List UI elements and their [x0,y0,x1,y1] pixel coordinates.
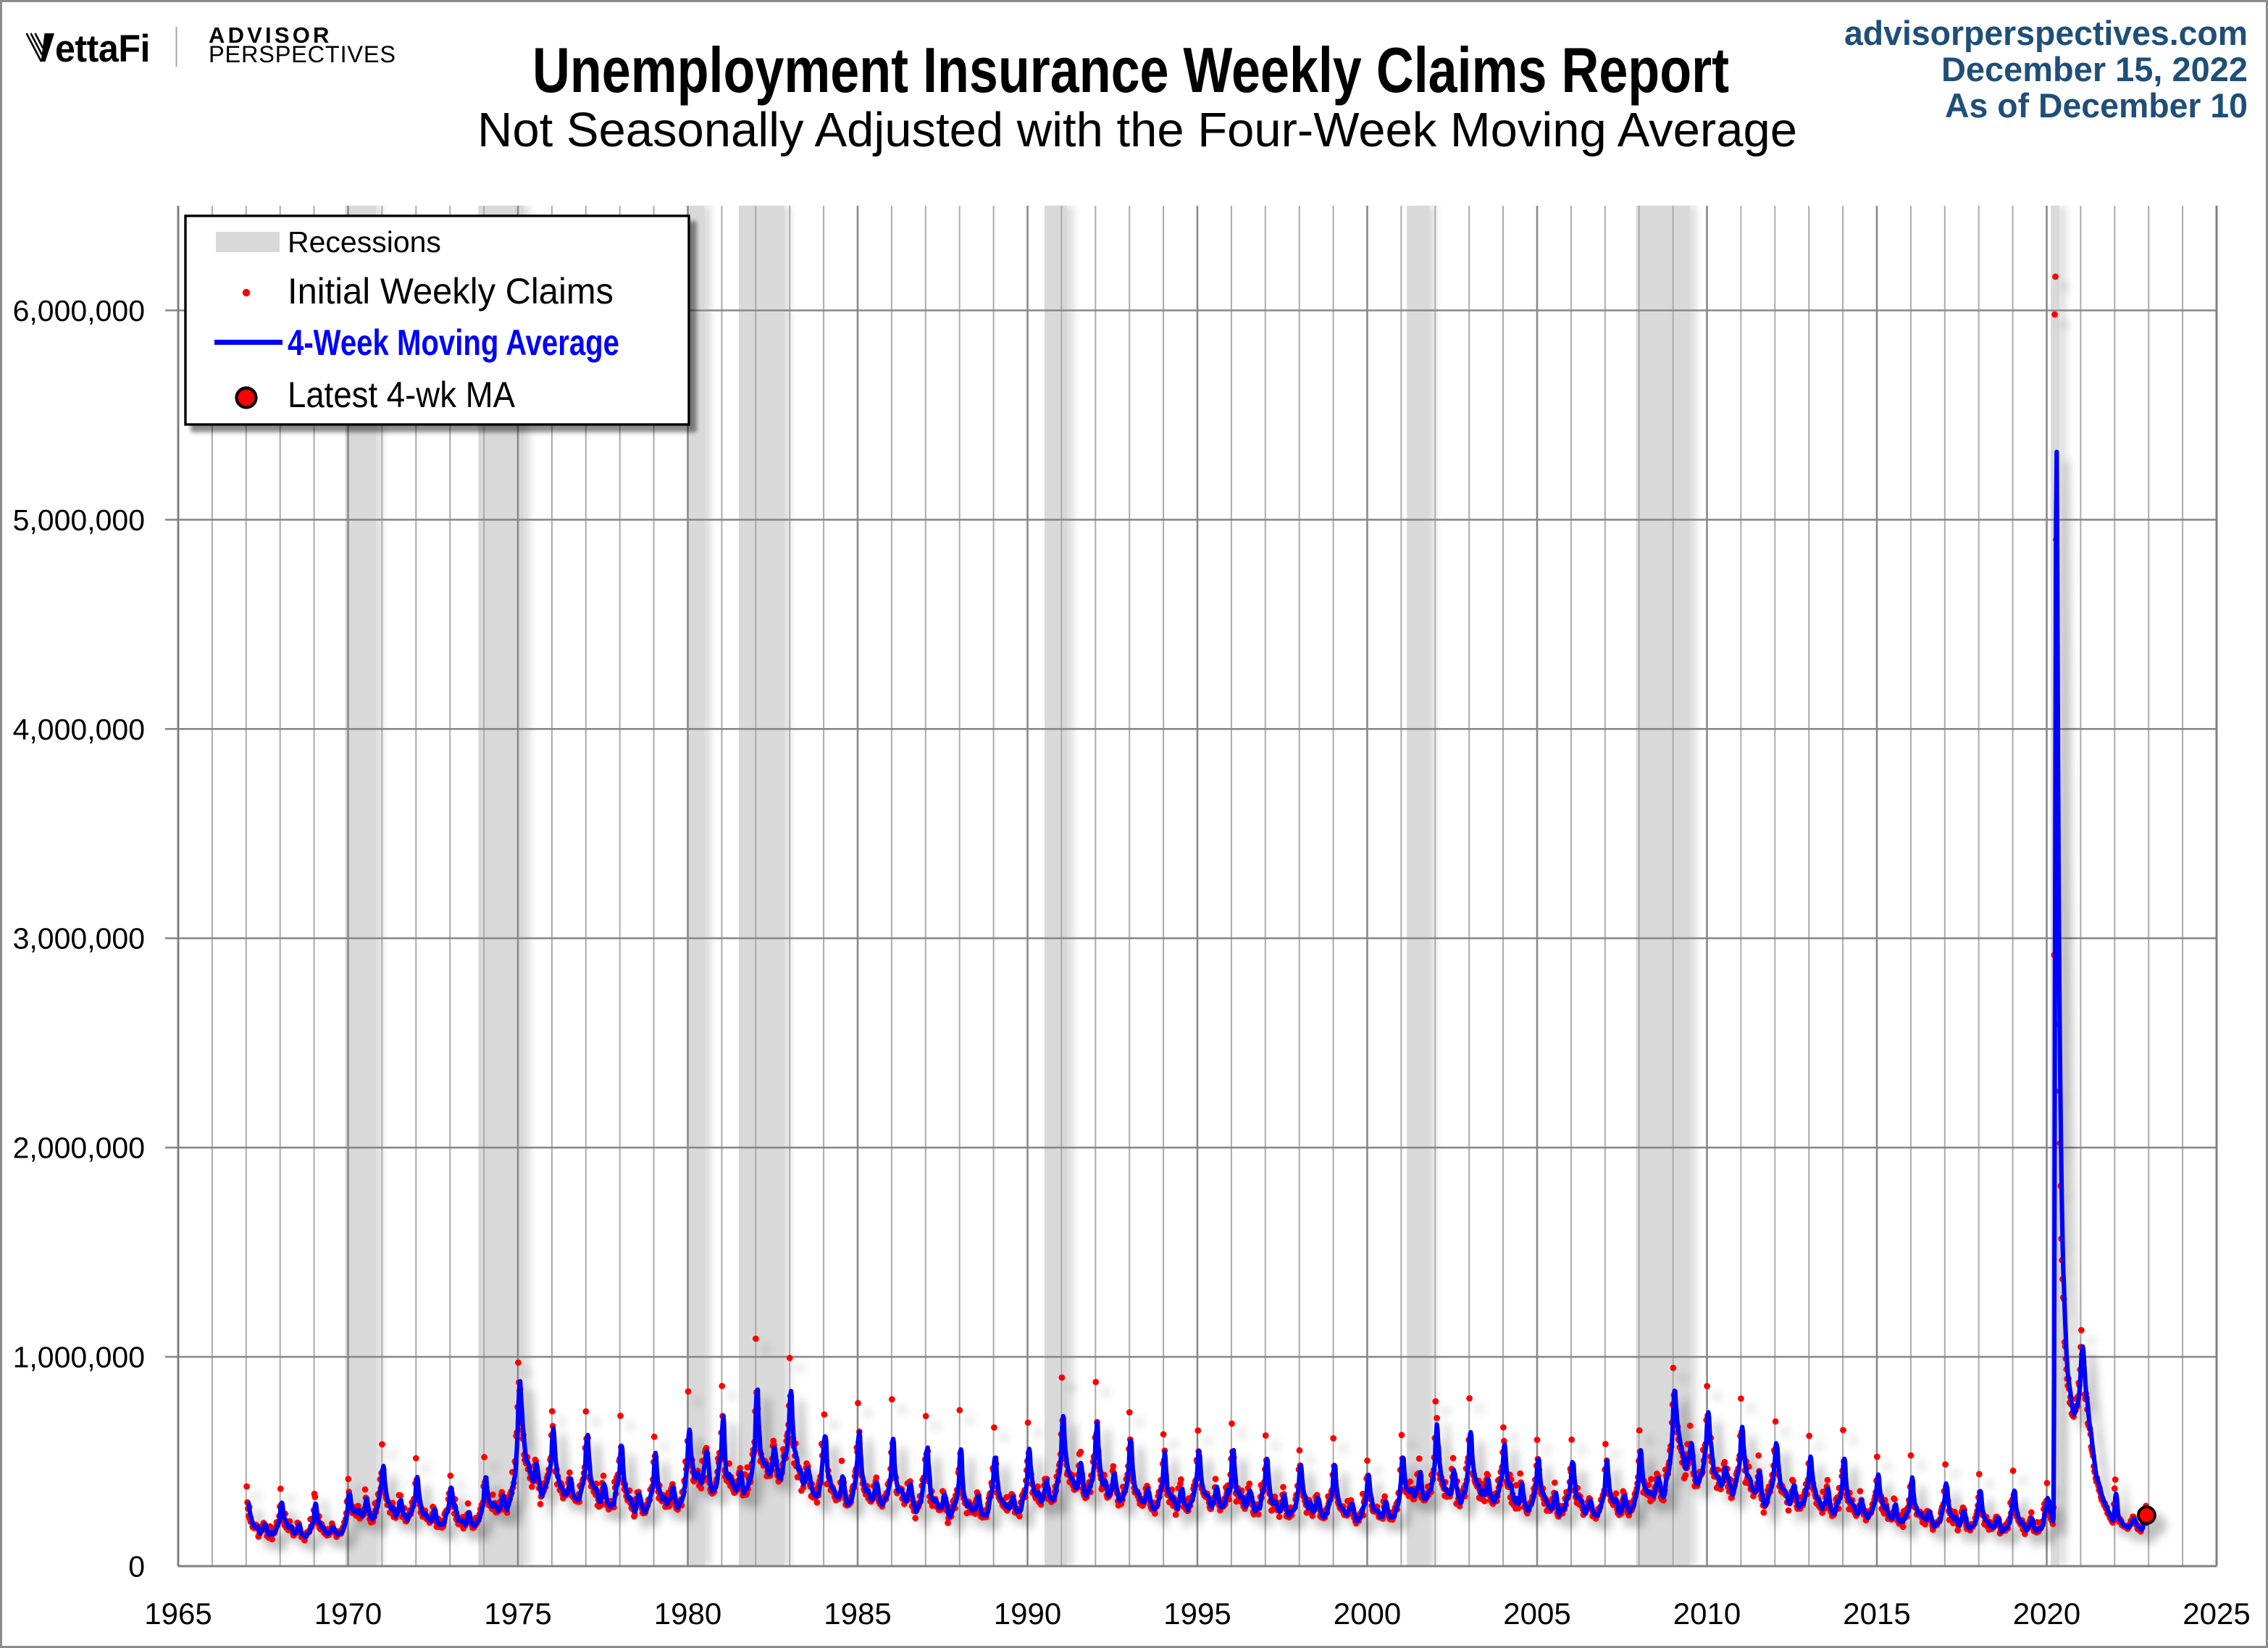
svg-text:December 15, 2022: December 15, 2022 [1941,50,2248,88]
svg-text:Not Seasonally Adjusted with t: Not Seasonally Adjusted with the Four-We… [477,103,1797,157]
svg-text:advisorperspectives.com: advisorperspectives.com [1844,14,2248,52]
svg-text:2,000,000: 2,000,000 [13,1132,145,1165]
svg-text:1,000,000: 1,000,000 [13,1341,145,1374]
svg-text:1975: 1975 [484,1597,551,1631]
svg-text:2000: 2000 [1334,1597,1401,1631]
svg-text:4-Week Moving Average: 4-Week Moving Average [288,322,619,363]
svg-text:6,000,000: 6,000,000 [13,294,145,327]
svg-text:2025: 2025 [2183,1597,2250,1631]
svg-text:4,000,000: 4,000,000 [13,713,145,746]
svg-text:1995: 1995 [1163,1597,1231,1631]
svg-text:Latest 4-wk MA: Latest 4-wk MA [288,375,516,415]
svg-text:2010: 2010 [1673,1597,1741,1631]
svg-text:Initial Weekly Claims: Initial Weekly Claims [288,271,614,311]
svg-text:0: 0 [128,1550,145,1584]
svg-text:PERSPECTIVES: PERSPECTIVES [209,41,396,67]
svg-text:1985: 1985 [824,1597,891,1631]
svg-text:1970: 1970 [314,1597,382,1631]
svg-text:ADVISOR: ADVISOR [209,22,332,48]
svg-text:Unemployment Insurance Weekly: Unemployment Insurance Weekly Claims Rep… [532,34,1729,106]
svg-text:2020: 2020 [2013,1597,2080,1631]
svg-text:Recessions: Recessions [288,225,441,259]
svg-text:As of December 10: As of December 10 [1945,86,2248,125]
svg-text:5,000,000: 5,000,000 [13,503,145,537]
svg-text:1990: 1990 [994,1597,1061,1631]
svg-text:ettaFi: ettaFi [55,28,150,70]
svg-text:1980: 1980 [654,1597,721,1631]
svg-text:1965: 1965 [144,1597,212,1631]
svg-text:2015: 2015 [1843,1597,1910,1631]
svg-text:3,000,000: 3,000,000 [13,922,145,955]
svg-text:2005: 2005 [1503,1597,1570,1631]
